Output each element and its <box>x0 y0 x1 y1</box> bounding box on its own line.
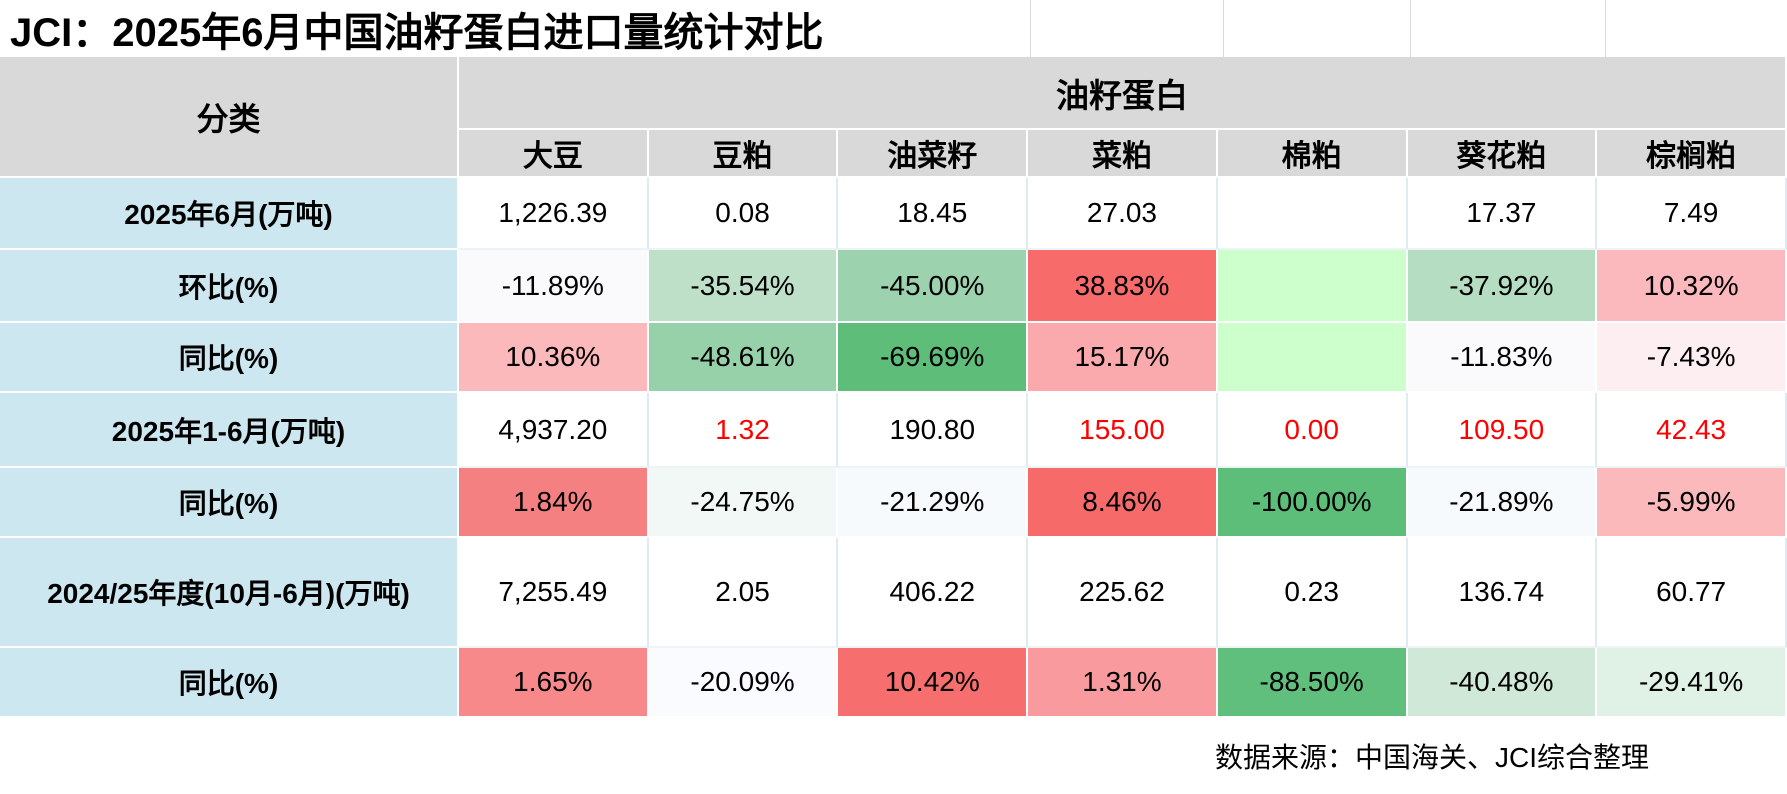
data-cell: 0.23 <box>1217 538 1408 648</box>
row-label: 同比(%) <box>0 648 459 718</box>
data-cell: 27.03 <box>1028 178 1218 250</box>
column-header-3: 油菜籽 <box>838 130 1029 178</box>
data-cell: -21.29% <box>838 468 1029 538</box>
table-body: 2025年6月(万吨) 1,226.39 0.08 18.45 27.03 17.37 7.… <box>0 178 1787 718</box>
data-cell: -21.89% <box>1407 468 1598 538</box>
data-cell: 17.37 <box>1407 178 1598 250</box>
data-cell: 42.43 <box>1597 393 1787 468</box>
column-header-2: 豆粕 <box>648 130 839 178</box>
data-cell <box>1217 178 1408 250</box>
table-row: 同比(%) 1.84% -24.75% -21.29% 8.46% -100.00% -21… <box>0 468 1787 538</box>
table-row: 2024/25年度(10月-6月)(万吨) 7,255.49 2.05 406.22 2… <box>0 538 1787 648</box>
title-band: JCI：2025年6月中国油籽蛋白进口量统计对比 <box>0 0 1787 57</box>
data-cell: 38.83% <box>1028 250 1218 323</box>
data-cell: 2.05 <box>648 538 839 648</box>
data-cell: 7,255.49 <box>459 538 649 648</box>
data-cell: 406.22 <box>838 538 1029 648</box>
data-source-note: 数据来源：中国海关、JCI综合整理 <box>1214 742 1649 773</box>
data-cell: 109.50 <box>1407 393 1598 468</box>
data-cell: 15.17% <box>1028 323 1218 393</box>
gridline <box>1605 0 1606 57</box>
data-cell: 1.32 <box>648 393 839 468</box>
row-label: 2024/25年度(10月-6月)(万吨) <box>0 538 459 648</box>
data-cell: 155.00 <box>1028 393 1218 468</box>
data-cell: -7.43% <box>1597 323 1787 393</box>
table-row: 2025年1-6月(万吨) 4,937.20 1.32 190.80 155.00 0.0… <box>0 393 1787 468</box>
data-cell: 190.80 <box>838 393 1029 468</box>
column-header-4: 菜粕 <box>1028 130 1218 178</box>
data-cell: 18.45 <box>838 178 1029 250</box>
data-cell: -45.00% <box>838 250 1029 323</box>
data-cell <box>1217 250 1408 323</box>
data-cell: 7.49 <box>1597 178 1787 250</box>
column-header-5: 棉粕 <box>1217 130 1408 178</box>
table-row: 同比(%) 10.36% -48.61% -69.69% 15.17% -11.83% -7… <box>0 323 1787 393</box>
data-cell: 10.42% <box>838 648 1029 718</box>
row-label: 同比(%) <box>0 468 459 538</box>
data-cell: 60.77 <box>1597 538 1787 648</box>
column-header-6: 葵花粕 <box>1407 130 1598 178</box>
data-cell: -35.54% <box>648 250 839 323</box>
page-title: JCI：2025年6月中国油籽蛋白进口量统计对比 <box>10 10 824 55</box>
column-header-row: 大豆 豆粕 油菜籽 菜粕 棉粕 葵花粕 棕榈粕 <box>0 130 1787 178</box>
data-cell: 0.08 <box>648 178 839 250</box>
data-cell: 10.32% <box>1597 250 1787 323</box>
data-cell: -11.89% <box>459 250 649 323</box>
data-cell: 1,226.39 <box>459 178 649 250</box>
data-cell: -37.92% <box>1407 250 1598 323</box>
data-cell: 136.74 <box>1407 538 1598 648</box>
data-cell: 4,937.20 <box>459 393 649 468</box>
data-cell <box>1217 323 1408 393</box>
data-cell: -29.41% <box>1597 648 1787 718</box>
table-row: 2025年6月(万吨) 1,226.39 0.08 18.45 27.03 17.37 7.… <box>0 178 1787 250</box>
table-row: 同比(%) 1.65% -20.09% 10.42% 1.31% -88.50% -40.4… <box>0 648 1787 718</box>
group-header-cell: 油籽蛋白 <box>459 57 1787 130</box>
data-cell: 1.84% <box>459 468 649 538</box>
footer-band: 数据来源：中国海关、JCI综合整理 <box>0 718 1787 794</box>
data-cell: -48.61% <box>648 323 839 393</box>
data-cell: 1.65% <box>459 648 649 718</box>
data-cell: -100.00% <box>1217 468 1408 538</box>
table-row: 环比(%) -11.89% -35.54% -45.00% 38.83% -37.92% 1… <box>0 250 1787 323</box>
row-label: 2025年1-6月(万吨) <box>0 393 459 468</box>
data-cell: -69.69% <box>838 323 1029 393</box>
import-stats-table: 分类 油籽蛋白 大豆 豆粕 油菜籽 菜粕 棉粕 葵花粕 棕榈粕 2025年6月(万吨) 1,2… <box>0 57 1787 718</box>
row-label: 2025年6月(万吨) <box>0 178 459 250</box>
gridline <box>1410 0 1411 57</box>
data-cell: 8.46% <box>1028 468 1218 538</box>
data-cell: -88.50% <box>1217 648 1408 718</box>
data-cell: 0.00 <box>1217 393 1408 468</box>
data-cell: 225.62 <box>1028 538 1218 648</box>
data-cell: -11.83% <box>1407 323 1598 393</box>
gridline <box>1030 0 1031 57</box>
gridline <box>1223 0 1224 57</box>
data-cell: -40.48% <box>1407 648 1598 718</box>
row-label: 同比(%) <box>0 323 459 393</box>
data-cell: 1.31% <box>1028 648 1218 718</box>
data-cell: -20.09% <box>648 648 839 718</box>
data-cell: 10.36% <box>459 323 649 393</box>
data-cell: -5.99% <box>1597 468 1787 538</box>
column-header-7: 棕榈粕 <box>1597 130 1787 178</box>
row-label: 环比(%) <box>0 250 459 323</box>
data-cell: -24.75% <box>648 468 839 538</box>
column-header-1: 大豆 <box>459 130 649 178</box>
category-header-cell: 分类 <box>0 57 459 178</box>
